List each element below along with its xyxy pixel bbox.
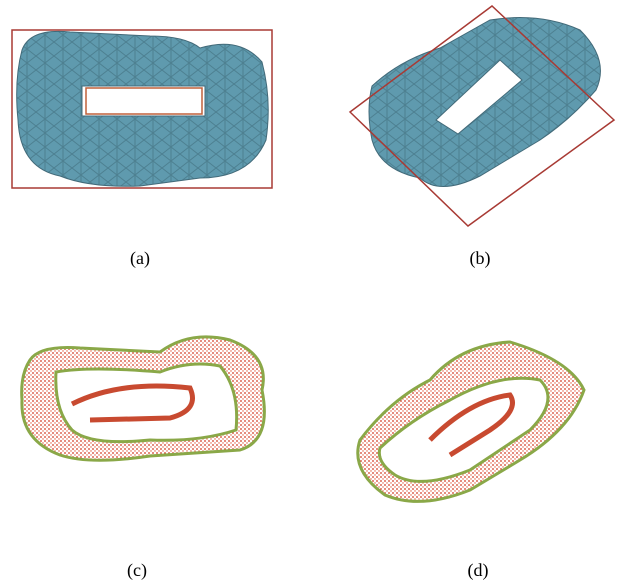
inner-box [86,88,202,114]
point-cloud [72,386,193,420]
scan-mesh [17,31,269,186]
scan-mesh [369,18,600,187]
panel-a: (a) [12,30,272,269]
caption: (b) [470,248,491,269]
figure: (a) (b) (c) (d) [0,0,624,585]
panel-c: (c) [22,337,265,581]
panel-d: (d) [358,342,584,581]
point-cloud [22,337,265,460]
point-cloud [358,342,584,501]
caption: (c) [127,560,147,581]
caption: (a) [130,248,150,269]
caption: (d) [468,560,489,581]
panel-b: (b) [350,6,614,269]
